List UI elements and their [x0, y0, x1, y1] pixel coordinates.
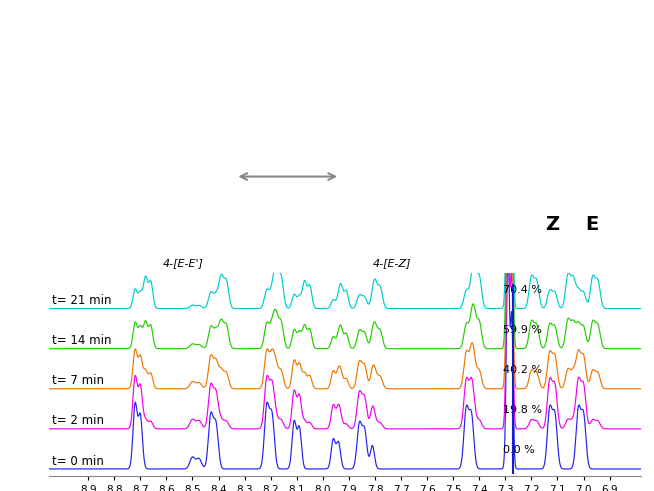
Text: Z: Z — [545, 215, 560, 234]
Text: 4-[E-E']: 4-[E-E'] — [163, 258, 203, 268]
Text: t= 14 min: t= 14 min — [52, 334, 111, 347]
Text: t= 2 min: t= 2 min — [52, 414, 103, 428]
Text: 40.2 %: 40.2 % — [503, 365, 542, 375]
Text: E: E — [585, 215, 598, 234]
Text: 19.8 %: 19.8 % — [503, 405, 542, 415]
Text: t= 7 min: t= 7 min — [52, 374, 103, 387]
Text: 4-[E-Z]: 4-[E-Z] — [373, 258, 411, 268]
Text: t= 21 min: t= 21 min — [52, 294, 111, 307]
Text: t= 0 min: t= 0 min — [52, 455, 103, 467]
Text: 70.4 %: 70.4 % — [503, 285, 542, 295]
Text: 0.0 %: 0.0 % — [503, 445, 534, 455]
Text: 59.9 %: 59.9 % — [503, 325, 542, 335]
